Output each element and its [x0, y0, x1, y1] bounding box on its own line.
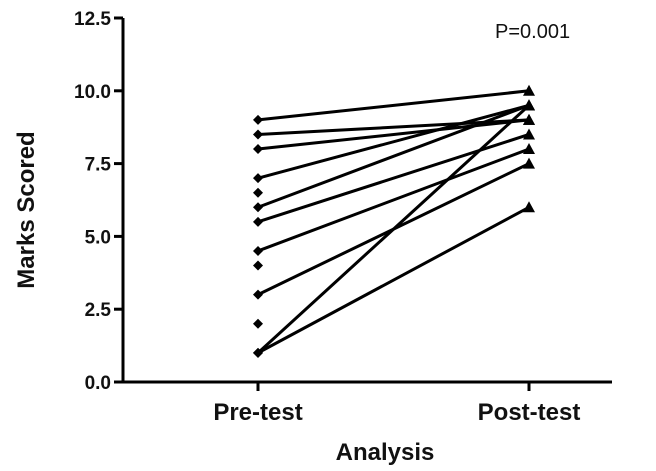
- y-tick-label: 5.0: [85, 227, 111, 248]
- post-test-point: [523, 113, 535, 125]
- pre-test-point: [253, 216, 263, 227]
- pre-test-point: [253, 245, 263, 256]
- post-test-point: [523, 84, 535, 96]
- pair-line: [257, 103, 530, 180]
- pre-test-point: [253, 347, 263, 358]
- p-value-annotation: P=0.001: [495, 21, 570, 43]
- pair-line: [257, 118, 530, 151]
- pair-line: [257, 133, 530, 224]
- pre-test-point: [253, 144, 263, 155]
- y-tick-label: 10.0: [74, 82, 111, 103]
- pre-test-point: [253, 289, 263, 300]
- labels: 0.0 2.5 5.0 7.5 10.0 12.5 Pre-test Post-test Ana…: [13, 9, 580, 466]
- y-axis-title: Marks Scored: [13, 131, 40, 288]
- pre-test-point: [253, 129, 263, 140]
- pre-test-point: [253, 260, 263, 271]
- post-test-point: [523, 143, 535, 155]
- pair-line: [257, 103, 530, 209]
- y-tick-label: 7.5: [85, 155, 112, 176]
- pre-test-point: [253, 114, 263, 125]
- axes: [114, 16, 612, 391]
- y-tick-label: 2.5: [85, 300, 112, 321]
- x-tick-label: Post-test: [478, 399, 581, 426]
- pre-test-point: [253, 173, 263, 184]
- y-tick-label: 12.5: [74, 9, 111, 30]
- pair-line: [257, 89, 530, 122]
- y-tick-label: 0.0: [85, 373, 111, 394]
- pre-test-point: [253, 187, 263, 198]
- post-test-point: [523, 128, 535, 140]
- post-test-point: [523, 157, 535, 169]
- pair-line: [256, 104, 531, 354]
- pair-line: [257, 147, 530, 253]
- pre-test-point: [253, 202, 263, 213]
- pair-lines: [256, 89, 531, 355]
- x-tick-label: Pre-test: [213, 399, 302, 426]
- post-test-point: [523, 99, 535, 111]
- post-test-point: [523, 201, 535, 213]
- x-axis-title: Analysis: [336, 439, 435, 466]
- pre-test-point: [253, 318, 263, 329]
- data-markers: [253, 84, 535, 358]
- pair-line: [257, 205, 530, 355]
